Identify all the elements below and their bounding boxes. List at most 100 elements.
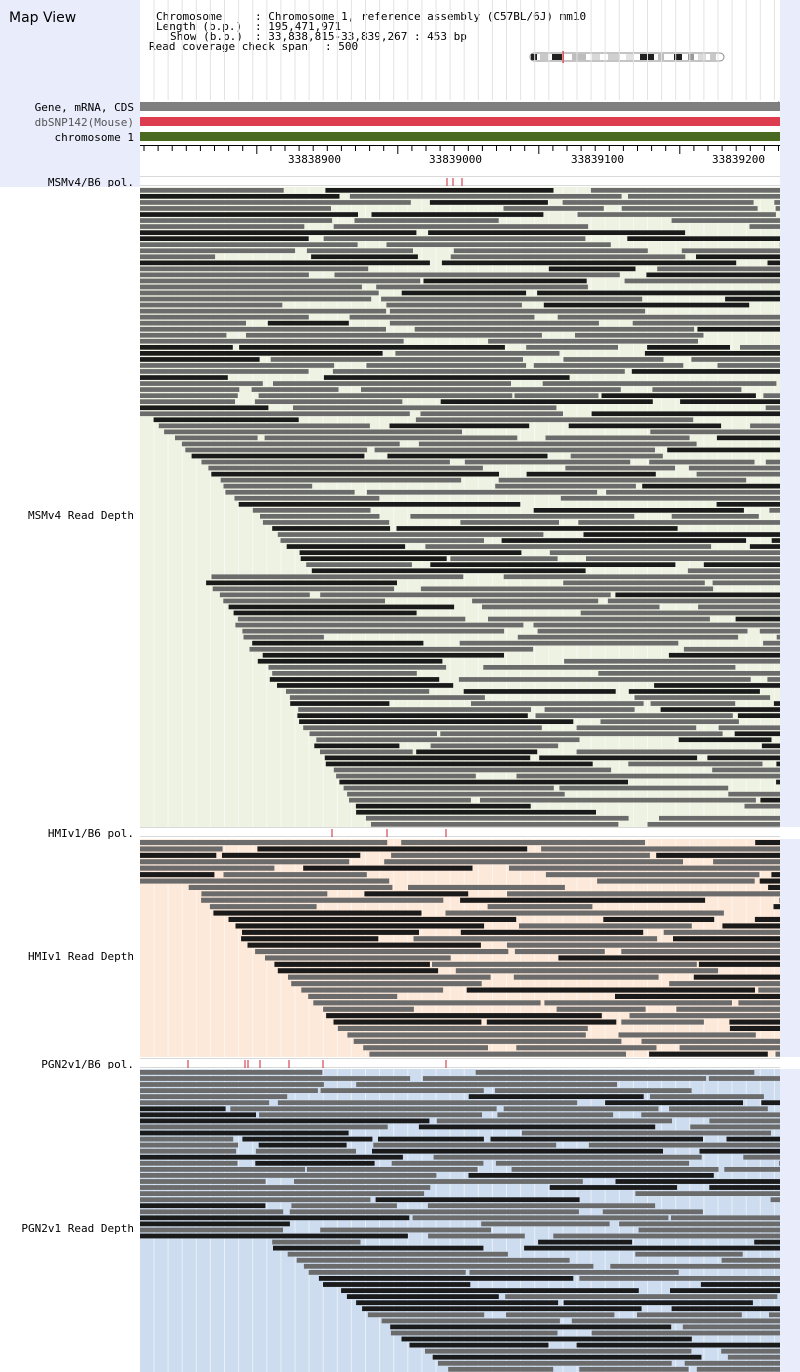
read-bar <box>681 248 780 254</box>
snp-track-bar[interactable] <box>140 117 780 126</box>
read-bar <box>353 1038 622 1044</box>
read-bar <box>673 936 780 942</box>
read-bar <box>729 1025 780 1031</box>
read-bar <box>680 399 780 404</box>
msmv4-pol-strip[interactable] <box>140 176 780 186</box>
read-bar <box>468 1094 644 1099</box>
read-bar <box>230 1106 497 1112</box>
read-bar <box>729 1019 780 1025</box>
read-bar <box>339 779 628 785</box>
read-bar <box>430 743 559 749</box>
read-bar <box>301 987 444 993</box>
read-bar <box>297 713 528 718</box>
read-bar <box>631 369 780 374</box>
read-bar <box>738 1000 780 1006</box>
read-bar <box>560 495 780 501</box>
hmiv1-pol-strip[interactable] <box>140 827 780 837</box>
read-bar <box>671 1215 780 1221</box>
read-bar <box>455 968 719 974</box>
length-value: : 195,471,971 <box>255 20 342 33</box>
read-bar <box>775 1051 780 1057</box>
read-bar <box>511 1167 719 1172</box>
read-bar <box>201 459 450 465</box>
read-bar <box>381 296 643 302</box>
read-bar <box>375 1197 580 1203</box>
read-bar <box>289 1209 579 1215</box>
read-bar <box>288 974 491 980</box>
read-bar <box>588 1142 780 1148</box>
read-bar <box>140 1191 425 1196</box>
read-bar <box>265 955 451 961</box>
read-bar <box>140 1070 323 1075</box>
read-bar <box>513 974 659 980</box>
read-bar <box>619 1221 780 1227</box>
read-bar <box>323 1282 471 1287</box>
hmiv1-right-panel <box>780 839 800 1057</box>
read-bar <box>140 266 369 272</box>
read-bar <box>241 936 379 942</box>
read-bar <box>320 1088 484 1093</box>
read-bar <box>544 1000 732 1006</box>
read-bar <box>779 897 780 903</box>
read-bar <box>628 689 760 694</box>
read-bar <box>759 628 780 634</box>
read-bar <box>346 1294 499 1299</box>
read-bar <box>414 326 695 332</box>
read-bar <box>361 387 621 392</box>
read-bar <box>140 405 269 411</box>
pgn2v1-depth-label: PGN2v1 Read Depth <box>21 1222 134 1235</box>
read-bar <box>698 604 780 610</box>
read-bar <box>225 489 355 495</box>
read-bar <box>501 538 747 543</box>
read-bar <box>238 502 521 507</box>
pgn2v1-depth-plot[interactable] <box>140 1069 780 1372</box>
read-bar <box>480 797 756 803</box>
read-bar <box>505 1294 778 1299</box>
read-bar <box>367 1312 485 1318</box>
read-bar <box>591 1330 780 1336</box>
hmiv1-pol-row: HMIv1/B6 pol. <box>0 826 800 841</box>
read-bar <box>201 891 328 897</box>
read-bar <box>468 1173 714 1178</box>
msmv4-depth-plot[interactable] <box>140 187 780 827</box>
read-bar <box>254 399 403 404</box>
chromosome-track-bar[interactable] <box>140 132 780 141</box>
read-bar <box>774 200 780 205</box>
read-bar <box>576 725 697 731</box>
read-bar <box>615 1179 780 1184</box>
pgn2v1-pol-strip[interactable] <box>140 1058 780 1068</box>
read-bar <box>140 308 387 314</box>
read-bar <box>663 929 780 935</box>
read-bar <box>679 1045 780 1051</box>
read-bar <box>242 929 419 935</box>
read-bar <box>773 904 780 910</box>
read-bar <box>258 1142 347 1148</box>
read-bar <box>389 308 646 314</box>
read-bar <box>749 224 780 229</box>
read-bar <box>140 381 263 386</box>
read-bar <box>333 767 612 773</box>
read-bar <box>140 393 238 398</box>
read-bar <box>464 459 631 465</box>
read-bar <box>580 610 780 616</box>
read-bar <box>728 791 780 797</box>
read-bar <box>413 936 658 942</box>
read-bar <box>716 502 780 507</box>
msmv4-depth-lane: MSMv4 Read Depth <box>0 187 800 827</box>
read-bar <box>336 773 476 779</box>
read-bar <box>140 326 386 332</box>
gene-track-label: Gene, mRNA, CDS <box>34 101 134 114</box>
read-bar <box>725 296 780 302</box>
read-bar <box>696 1366 780 1372</box>
read-bar <box>712 767 780 773</box>
gene-track-bar[interactable] <box>140 102 780 111</box>
read-bar <box>294 1179 583 1184</box>
read-bar <box>286 544 406 549</box>
read-bar <box>262 652 504 658</box>
hmiv1-depth-plot[interactable] <box>140 839 780 1057</box>
read-bar <box>495 483 636 489</box>
read-bar <box>657 266 780 272</box>
read-bar <box>516 773 780 779</box>
read-bar <box>763 393 780 398</box>
read-bar <box>735 616 780 622</box>
